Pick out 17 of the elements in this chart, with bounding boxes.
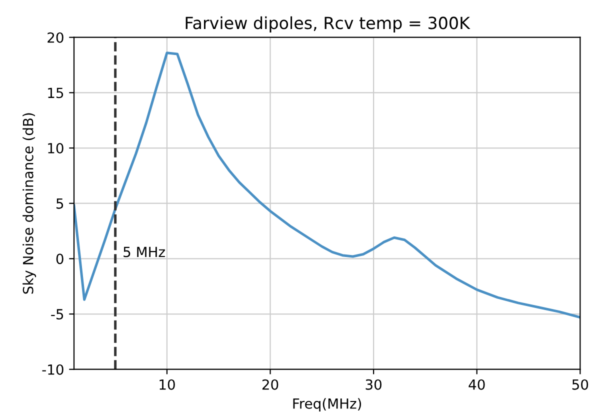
x-axis-title: Freq(MHz) bbox=[293, 398, 362, 412]
x-tick-label: 50 bbox=[572, 379, 588, 390]
y-tick-label: 10 bbox=[48, 142, 64, 154]
y-tick-label: 20 bbox=[48, 32, 64, 43]
ref-line-label: 5 MHz bbox=[124, 246, 165, 258]
y-tick-label: -5 bbox=[51, 309, 64, 320]
x-tick-label: 40 bbox=[468, 379, 485, 390]
y-tick-label: 0 bbox=[56, 254, 64, 264]
x-tick-label: 10 bbox=[160, 379, 175, 390]
y-tick-label: 15 bbox=[48, 88, 64, 98]
y-tick-label: -10 bbox=[42, 364, 64, 375]
x-tick-label: 20 bbox=[262, 379, 278, 390]
y-tick-label: 5 bbox=[56, 198, 64, 209]
chart-title: Farview dipoles, Rcv temp = 300K bbox=[186, 16, 470, 32]
y-axis-title: Sky Noise dominance (dB) bbox=[22, 113, 36, 294]
x-tick-label: 30 bbox=[366, 379, 382, 390]
line-series bbox=[74, 52, 580, 319]
